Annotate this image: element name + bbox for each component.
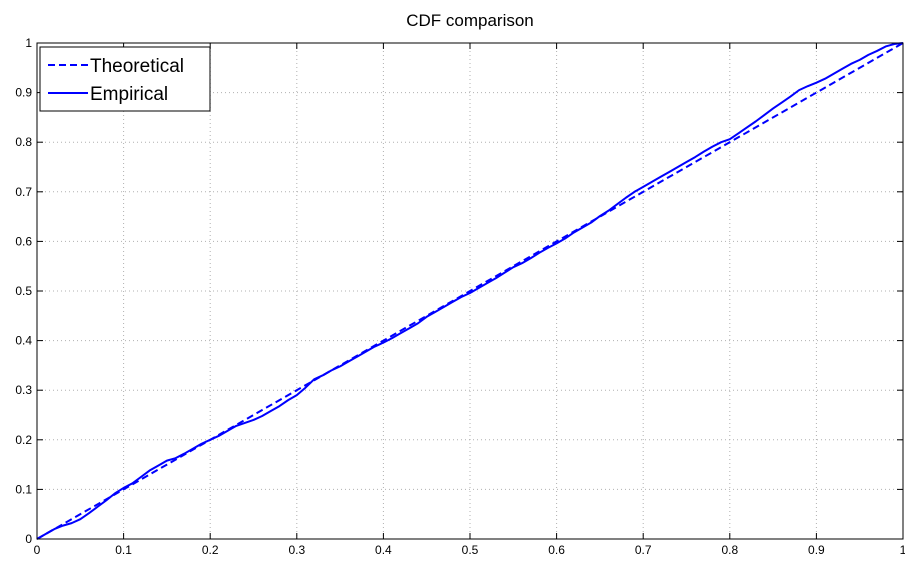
y-tick-label: 1 [25, 36, 32, 50]
series-line-empirical [36, 42, 904, 540]
series-line-theoretical [36, 42, 904, 540]
y-tick-label: 0.6 [15, 234, 32, 248]
y-tick-label: 0.2 [15, 433, 32, 447]
legend-box [39, 46, 211, 112]
x-tick-label: 1 [900, 543, 905, 557]
y-tick-label: 0.3 [15, 383, 32, 397]
x-tick-label: 0.3 [288, 543, 305, 557]
legend-label-theoretical: Theoretical [90, 56, 184, 77]
x-tick-label: 0.1 [115, 543, 132, 557]
x-tick-labels: 0 0.1 0.2 0.3 0.4 0.5 0.6 0.7 0.8 0.9 1 [34, 543, 905, 557]
y-tick-label: 0.7 [15, 185, 32, 199]
x-tick-label: 0.4 [375, 543, 392, 557]
legend: Theoretical Empirical [39, 46, 211, 112]
x-tick-label: 0.2 [202, 543, 219, 557]
legend-label-empirical: Empirical [90, 84, 168, 105]
y-tick-label: 0.8 [15, 135, 32, 149]
chart-title: CDF comparison [406, 11, 534, 30]
x-tick-label: 0.7 [635, 543, 652, 557]
y-tick-label: 0.1 [15, 482, 32, 496]
y-tick-label: 0 [25, 532, 32, 546]
x-tick-label: 0.6 [548, 543, 565, 557]
y-tick-label: 0.5 [15, 284, 32, 298]
x-tick-label: 0.5 [462, 543, 479, 557]
x-tick-label: 0 [34, 543, 41, 557]
axis-ticks [36, 42, 904, 540]
y-tick-labels: 0 0.1 0.2 0.3 0.4 0.5 0.6 0.7 0.8 0.9 1 [15, 36, 32, 546]
series-lines [36, 42, 904, 540]
y-tick-label: 0.4 [15, 334, 32, 348]
x-tick-label: 0.9 [808, 543, 825, 557]
y-tick-label: 0.9 [15, 86, 32, 100]
x-tick-label: 0.8 [721, 543, 738, 557]
